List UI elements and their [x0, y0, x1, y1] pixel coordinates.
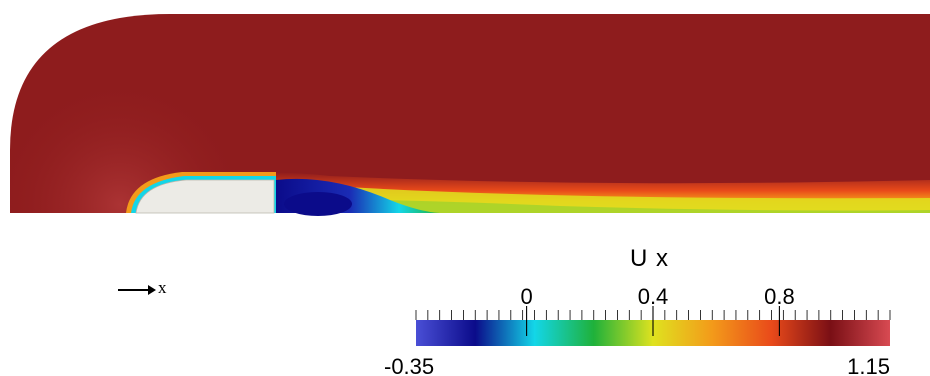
colorbar-min-label: -0.35: [384, 354, 434, 376]
colorbar-max-label: 1.15: [847, 354, 890, 376]
axis-indicator: x: [116, 278, 176, 302]
colorbar-title: U x: [630, 245, 669, 272]
colorbar-tick-label: 0.8: [764, 284, 795, 309]
axis-label: x: [158, 278, 167, 297]
bluff-body: [135, 179, 275, 214]
colorbar-major-ticks: 0 0.4 0.8: [520, 284, 795, 336]
stagnation-region: [10, 14, 930, 213]
colorbar-tick-label: 0.4: [638, 284, 669, 309]
colorbar-tick-label: 0: [520, 284, 532, 309]
arrow-right-icon: [118, 285, 156, 295]
colorbar: 0 0.4 0.8 -0.35 1.15: [384, 284, 891, 376]
colorbar-minor-ticks: [415, 310, 891, 320]
recirculation-core: [284, 192, 352, 216]
flow-field-render[interactable]: [0, 0, 930, 216]
